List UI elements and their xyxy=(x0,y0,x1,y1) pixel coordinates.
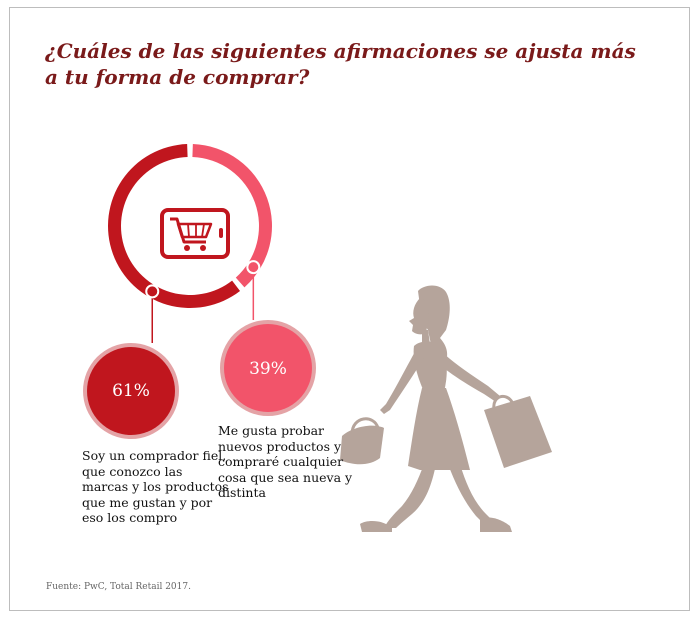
donut-slice-0 xyxy=(107,144,241,308)
category-label-1: Me gusta probar nuevos productos y compr… xyxy=(218,423,353,500)
value-bubble-0 xyxy=(87,347,175,435)
shopping-cart-icon xyxy=(160,208,230,259)
donut-slices xyxy=(107,144,272,308)
category-label-0: Soy un comprador fiel, que conozco las m… xyxy=(82,448,229,525)
percent-label-1: 39% xyxy=(249,359,287,379)
donut-slice-1 xyxy=(192,144,272,288)
chart-frame xyxy=(9,7,690,611)
chart-title: ¿Cuáles de las siguientes afirmaciones s… xyxy=(45,39,636,89)
source-note: Fuente: PwC, Total Retail 2017. xyxy=(46,582,191,592)
connectors xyxy=(145,260,261,343)
slice-marker-1 xyxy=(246,260,261,275)
slice-marker-0 xyxy=(145,284,160,299)
shopping-woman-silhouette xyxy=(340,285,552,532)
percent-label-0: 61% xyxy=(112,381,150,401)
value-bubble-1 xyxy=(224,324,312,412)
